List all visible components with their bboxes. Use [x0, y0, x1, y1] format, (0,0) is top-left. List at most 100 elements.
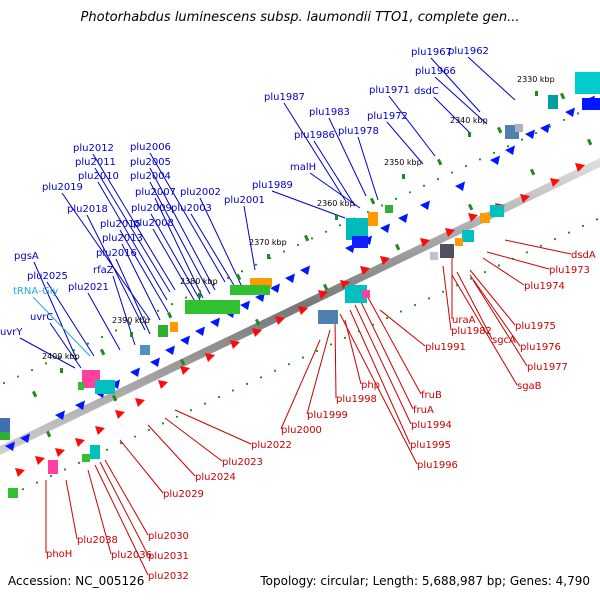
forward-gene-label: plu2006 — [130, 142, 171, 153]
gene-block — [0, 432, 10, 440]
reverse-gene-arrow — [575, 163, 585, 172]
reverse-gene-label: sgcA — [492, 335, 516, 346]
track-dot — [399, 310, 403, 313]
genome-summary-text: Topology: circular; Length: 5,688,987 bp… — [260, 574, 590, 588]
forward-gene-label: plu2010 — [78, 171, 119, 182]
track-dot — [44, 362, 48, 365]
track-dot — [63, 468, 67, 471]
forward-gene-label: plu1986 — [294, 130, 335, 141]
reverse-gene-arrow — [158, 380, 168, 389]
leader-line — [349, 309, 411, 445]
gene-block — [362, 290, 370, 298]
track-dot — [273, 369, 277, 372]
reverse-gene-arrow — [468, 213, 478, 222]
leader-line — [33, 261, 78, 361]
track-dot — [16, 375, 20, 378]
track-dot — [394, 197, 398, 200]
track-dot — [133, 435, 137, 438]
track-dot — [455, 284, 459, 287]
gene-block — [515, 124, 523, 132]
reverse-gene-label: plu2022 — [251, 440, 292, 451]
gene-block — [158, 325, 168, 337]
leader-line — [115, 258, 151, 335]
leader-line — [388, 95, 436, 157]
reverse-gene-label: plu1995 — [410, 440, 451, 451]
forward-gene-label: pgsA — [14, 251, 39, 262]
gene-block — [575, 72, 600, 94]
leader-line — [456, 271, 493, 340]
track-dot — [436, 178, 440, 181]
leader-line — [472, 279, 528, 367]
track-dot — [128, 322, 132, 325]
gene-block — [368, 212, 378, 226]
forward-gene-arrow — [165, 345, 175, 355]
reverse-gene-label: phoH — [46, 549, 72, 560]
leader-line — [121, 243, 161, 321]
track-dot — [142, 316, 146, 319]
reverse-gene-arrow — [205, 353, 215, 362]
reverse-gene-label: plu2032 — [148, 571, 189, 582]
forward-gene-label: plu1972 — [367, 111, 408, 122]
kbp-tick-mark — [335, 215, 338, 220]
track-dot — [245, 382, 249, 386]
track-dot — [170, 303, 174, 306]
gene-block — [95, 380, 115, 394]
forward-gene-label: plu1987 — [264, 92, 305, 103]
reverse-gene-label: plu1982 — [451, 326, 492, 337]
gene-block — [140, 345, 150, 355]
track-dot — [77, 461, 81, 464]
track-dot — [198, 289, 202, 293]
leader-line — [94, 464, 149, 576]
leader-line — [147, 424, 196, 477]
leader-line — [94, 167, 171, 293]
track-dot — [189, 409, 193, 412]
leader-line — [344, 319, 362, 385]
reverse-gene-arrow — [252, 328, 262, 337]
gene-block — [250, 278, 272, 288]
forward-gene-label: plu2011 — [75, 157, 116, 168]
label-leader-lines — [19, 56, 572, 576]
reverse-gene-label: plu2031 — [148, 551, 189, 562]
map-title: Photorhabdus luminescens subsp. laumondi… — [80, 10, 520, 25]
leader-line — [65, 479, 78, 540]
forward-gene-label: plu1962 — [448, 46, 489, 57]
reverse-gene-label: plu1973 — [549, 265, 590, 276]
track-dot — [296, 243, 300, 247]
forward-gene-label: plu2016 — [96, 248, 137, 259]
leader-line — [49, 322, 82, 369]
reverse-gene-label: uraA — [452, 315, 476, 326]
kbp-tick-label: 2360 kbp — [317, 199, 355, 208]
leader-line — [152, 228, 198, 306]
track-dot — [156, 309, 160, 312]
reverse-gene-arrow — [340, 280, 350, 289]
gene-block — [90, 445, 100, 459]
track-dot — [427, 297, 431, 300]
forward-gene-label: plu1978 — [338, 126, 379, 137]
reverse-gene-arrow — [180, 366, 190, 375]
track-dot — [539, 244, 543, 247]
track-dot — [259, 376, 263, 379]
track-tick — [530, 168, 536, 176]
leader-line — [164, 417, 223, 462]
leader-line — [433, 96, 471, 134]
reverse-gene-label: plu2029 — [163, 489, 204, 500]
forward-gene-arrow — [180, 335, 190, 345]
track-dot — [324, 230, 328, 233]
forward-gene-label: plu2001 — [224, 195, 265, 206]
feature-track — [0, 72, 600, 498]
track-dot — [520, 138, 524, 141]
kbp-tick-mark — [267, 254, 270, 259]
leader-line — [386, 121, 424, 165]
forward-gene-arrow — [300, 265, 310, 275]
leader-line — [504, 239, 572, 255]
gene-block — [0, 418, 10, 432]
reverse-gene-arrow — [55, 448, 65, 457]
gene-block — [430, 252, 438, 260]
gene-block — [490, 205, 504, 217]
track-dot — [2, 382, 6, 385]
leader-line — [150, 213, 201, 301]
track-dot — [329, 343, 333, 346]
track-dot — [534, 131, 538, 135]
gene-block — [185, 300, 240, 314]
track-tick — [468, 203, 474, 211]
